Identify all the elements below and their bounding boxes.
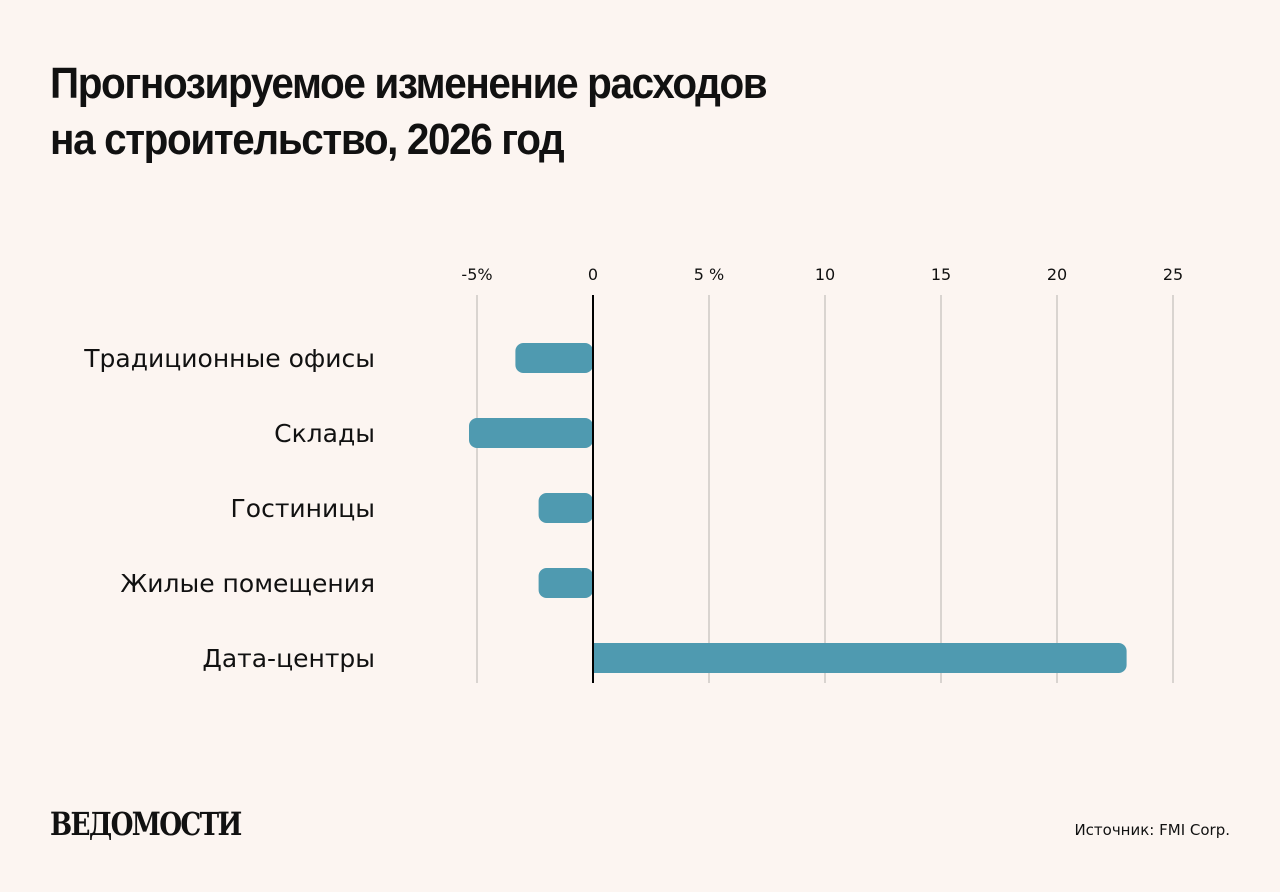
vedomosti-logo: ВЕДОМОСТИ	[50, 805, 242, 843]
bar	[538, 568, 593, 598]
category-label: Дата-центры	[202, 644, 375, 673]
bar	[469, 418, 593, 448]
tick-label: 0	[588, 265, 598, 284]
category-label: Жилые помещения	[120, 569, 375, 598]
tick-label: 25	[1163, 265, 1183, 284]
tick-label: 15	[931, 265, 951, 284]
chart-title: Прогнозируемое изменение расходов на стр…	[50, 56, 768, 168]
tick-label: 10	[815, 265, 835, 284]
tick-label: -5%	[461, 265, 492, 284]
bar-mask	[584, 642, 592, 674]
category-label: Гостиницы	[231, 494, 375, 523]
bar	[515, 343, 593, 373]
source-note: Источник: FMI Corp.	[1074, 821, 1230, 839]
category-label: Традиционные офисы	[83, 344, 375, 373]
tick-label: 20	[1047, 265, 1067, 284]
bar	[585, 643, 1127, 673]
category-label: Склады	[274, 419, 375, 448]
bar	[538, 493, 593, 523]
tick-label: 5 %	[694, 265, 724, 284]
title-line-2: на строительство, 2026 год	[50, 115, 565, 164]
title-line-1: Прогнозируемое изменение расходов	[50, 59, 768, 108]
